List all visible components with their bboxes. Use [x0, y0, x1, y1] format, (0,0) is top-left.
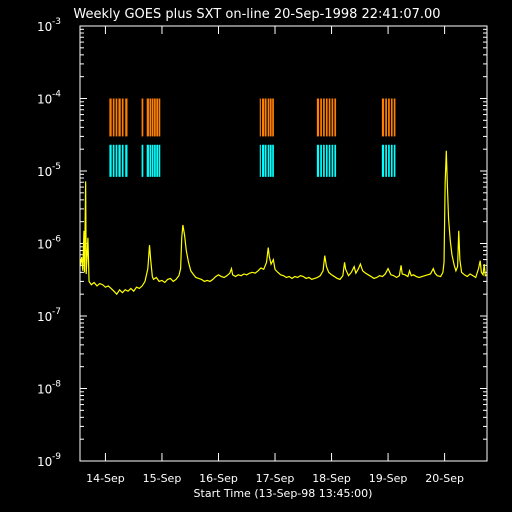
sxt-coverage-mark-cyan — [154, 144, 156, 177]
sxt-coverage-mark-orange — [381, 98, 385, 137]
sxt-coverage-mark-orange — [262, 98, 265, 137]
sxt-coverage-mark-cyan — [316, 144, 320, 177]
sxt-coverage-mark-cyan — [328, 144, 331, 177]
sxt-coverage-mark-cyan — [331, 144, 334, 177]
sxt-coverage-mark-cyan — [121, 144, 124, 177]
plot-frame — [79, 25, 488, 462]
y-tick-label-exponent: -5 — [52, 162, 61, 172]
sxt-coverage-mark-cyan — [118, 144, 121, 177]
sxt-coverage-mark-cyan — [393, 144, 396, 177]
y-tick-label-base: 10 — [37, 165, 52, 179]
sxt-coverage-mark-orange — [141, 98, 144, 137]
sxt-coverage-mark-cyan — [109, 144, 112, 177]
y-tick-label-exponent: -6 — [52, 235, 61, 245]
sxt-coverage-mark-cyan — [262, 144, 265, 177]
sxt-coverage-mark-cyan — [125, 144, 128, 177]
sxt-coverage-mark-orange — [334, 98, 337, 137]
sxt-coverage-mark-cyan — [334, 144, 337, 177]
sxt-coverage-mark-cyan — [151, 144, 154, 177]
x-tick-label: 20-Sep — [425, 472, 464, 485]
sxt-coverage-mark-cyan — [264, 144, 267, 177]
sxt-coverage-mark-cyan — [269, 144, 272, 177]
x-tick-label: 19-Sep — [369, 472, 408, 485]
x-tick-label: 15-Sep — [143, 472, 182, 485]
y-tick-label-base: 10 — [37, 310, 52, 324]
x-tick-label: 14-Sep — [86, 472, 125, 485]
sxt-coverage-mark-orange — [264, 98, 267, 137]
sxt-coverage-mark-orange — [149, 98, 152, 137]
sxt-coverage-mark-orange — [388, 98, 390, 137]
sxt-coverage-mark-orange — [118, 98, 121, 137]
sxt-coverage-mark-orange — [259, 98, 261, 137]
y-tick-label-base: 10 — [37, 455, 52, 469]
x-axis-label: Start Time (13-Sep-98 13:45:00) — [194, 487, 373, 500]
sxt-coverage-mark-cyan — [323, 144, 325, 177]
y-tick-label-exponent: -7 — [52, 307, 61, 317]
sxt-coverage-mark-cyan — [146, 144, 149, 177]
sxt-coverage-mark-orange — [272, 98, 274, 137]
sxt-coverage-mark-cyan — [320, 144, 322, 177]
sxt-coverage-mark-orange — [125, 98, 128, 137]
y-tick-label-base: 10 — [37, 93, 52, 107]
sxt-coverage-bars — [109, 98, 396, 177]
y-tick-label-exponent: -3 — [52, 17, 61, 27]
sxt-coverage-mark-orange — [121, 98, 124, 137]
sxt-coverage-mark-orange — [267, 98, 270, 137]
sxt-coverage-mark-cyan — [381, 144, 385, 177]
sxt-coverage-mark-cyan — [390, 144, 393, 177]
sxt-coverage-mark-orange — [115, 98, 118, 137]
sxt-coverage-mark-orange — [112, 98, 115, 137]
sxt-coverage-mark-cyan — [112, 144, 115, 177]
sxt-coverage-mark-orange — [154, 98, 156, 137]
sxt-coverage-mark-cyan — [115, 144, 118, 177]
sxt-coverage-mark-orange — [331, 98, 334, 137]
sxt-coverage-mark-orange — [390, 98, 393, 137]
sxt-coverage-mark-cyan — [388, 144, 390, 177]
x-axis-ticks: 14-Sep 15-Sep 16-Sep 17-Sep 18-Sep 19-Sep 20-S… — [86, 26, 464, 485]
y-tick-label-exponent: -8 — [52, 380, 61, 390]
x-tick-label: 16-Sep — [199, 472, 238, 485]
y-tick-label-exponent: -9 — [52, 452, 61, 462]
sxt-coverage-mark-orange — [109, 98, 112, 137]
sxt-coverage-mark-orange — [328, 98, 331, 137]
y-tick-label-base: 10 — [37, 20, 52, 34]
y-tick-label-base: 10 — [37, 238, 52, 252]
sxt-coverage-mark-cyan — [259, 144, 261, 177]
sxt-coverage-mark-orange — [320, 98, 322, 137]
sxt-coverage-mark-cyan — [156, 144, 159, 177]
sxt-coverage-mark-cyan — [385, 144, 387, 177]
sxt-coverage-mark-cyan — [149, 144, 152, 177]
sxt-coverage-mark-orange — [393, 98, 396, 137]
sxt-coverage-mark-orange — [325, 98, 328, 137]
y-tick-label-exponent: -4 — [52, 90, 61, 100]
sxt-coverage-mark-orange — [323, 98, 325, 137]
y-tick-label-base: 10 — [37, 383, 52, 397]
chart-title: Weekly GOES plus SXT on-line 20-Sep-1998… — [73, 7, 440, 22]
sxt-coverage-mark-cyan — [141, 144, 144, 177]
sxt-coverage-mark-cyan — [158, 144, 161, 177]
sxt-coverage-mark-cyan — [272, 144, 274, 177]
x-tick-label: 18-Sep — [312, 472, 351, 485]
sxt-coverage-mark-orange — [269, 98, 272, 137]
sxt-coverage-mark-cyan — [325, 144, 328, 177]
y-axis-ticks: 10-310-410-510-610-710-810-9 — [37, 17, 487, 469]
goes-flux-line — [79, 150, 488, 296]
sxt-coverage-mark-orange — [156, 98, 159, 137]
sxt-coverage-mark-orange — [151, 98, 154, 137]
x-tick-label: 17-Sep — [256, 472, 295, 485]
sxt-coverage-mark-orange — [158, 98, 161, 137]
sxt-coverage-mark-orange — [385, 98, 387, 137]
series-layer — [79, 150, 488, 296]
sxt-coverage-mark-orange — [146, 98, 149, 137]
sxt-coverage-mark-orange — [316, 98, 320, 137]
sxt-coverage-mark-cyan — [267, 144, 270, 177]
